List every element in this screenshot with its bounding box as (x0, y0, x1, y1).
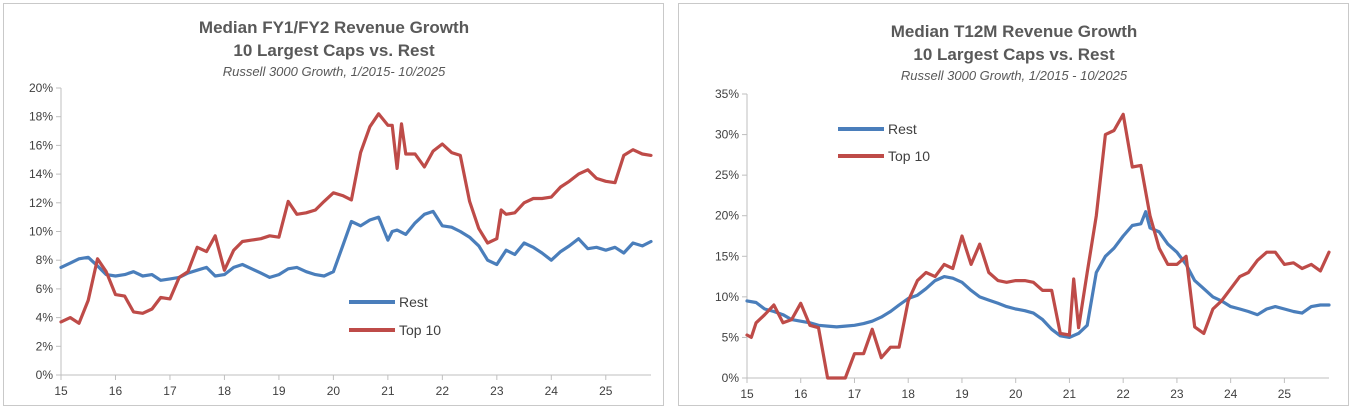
plot-area: 0% 2% 4% 6% 8% 10% 12% 14% 16% 18% 20% 15 16 17 18 19 20… (29, 81, 653, 398)
y-tick-label: 16% (29, 138, 53, 152)
legend-label-top10: Top 10 (888, 148, 930, 164)
legend-label-rest: Rest (888, 121, 917, 137)
x-tick-label: 21 (381, 384, 395, 398)
chart-title: Median T12M Revenue Growth (891, 22, 1138, 41)
x-tick-label: 17 (848, 387, 862, 401)
chart-fy1-fy2-svg: Median FY1/FY2 Revenue Growth 10 Largest… (29, 18, 653, 398)
chart-subtitle: Russell 3000 Growth, 1/2015 - 10/2025 (901, 68, 1128, 83)
x-tick-label: 25 (1278, 387, 1292, 401)
x-tick-label: 23 (1170, 387, 1184, 401)
series-line-rest (745, 210, 1331, 339)
chart-title-line2: 10 Largest Caps vs. Rest (913, 45, 1115, 64)
series-line-top10 (745, 112, 1331, 380)
x-tick-label: 19 (272, 384, 286, 398)
legend-label-rest: Rest (399, 294, 428, 310)
y-tick-label: 5% (722, 330, 740, 344)
series-line-rest (59, 209, 653, 282)
chart-panel-fy1-fy2: Median FY1/FY2 Revenue Growth 10 Largest… (3, 3, 664, 406)
x-tick-label: 21 (1063, 387, 1077, 401)
chart-title: Median FY1/FY2 Revenue Growth (199, 18, 469, 37)
plot-area: 0% 5% 10% 15% 20% 25% 30% 35% 15 16 17 18 19 20 21 22 23… (715, 87, 1331, 401)
chart-title-line2: 10 Largest Caps vs. Rest (233, 41, 435, 60)
x-tick-label: 22 (1116, 387, 1130, 401)
y-tick-label: 10% (715, 290, 739, 304)
chart-subtitle: Russell 3000 Growth, 1/2015- 10/2025 (223, 64, 446, 79)
series-line-top10 (59, 112, 653, 325)
legend: Rest Top 10 (838, 121, 930, 164)
y-tick-label: 14% (29, 167, 53, 181)
y-tick-label: 35% (715, 87, 739, 101)
y-tick-label: 20% (715, 209, 739, 223)
y-tick-label: 15% (715, 249, 739, 263)
x-tick-label: 24 (545, 384, 559, 398)
y-tick-label: 12% (29, 196, 53, 210)
x-tick-label: 22 (436, 384, 450, 398)
x-tick-label: 24 (1224, 387, 1238, 401)
legend-label-top10: Top 10 (399, 322, 441, 338)
x-tick-label: 18 (902, 387, 916, 401)
y-tick-label: 0% (36, 368, 54, 382)
y-tick-label: 10% (29, 225, 53, 239)
x-tick-label: 18 (218, 384, 232, 398)
y-tick-label: 20% (29, 81, 53, 95)
x-tick-label: 25 (599, 384, 613, 398)
x-tick-label: 20 (327, 384, 341, 398)
legend: Rest Top 10 (349, 294, 441, 338)
y-tick-label: 4% (36, 311, 54, 325)
y-tick-label: 2% (36, 339, 54, 353)
x-tick-label: 19 (955, 387, 969, 401)
x-tick-label: 16 (109, 384, 123, 398)
y-tick-label: 6% (36, 282, 54, 296)
x-tick-label: 17 (163, 384, 177, 398)
chart-t12m-svg: Median T12M Revenue Growth 10 Largest Ca… (715, 22, 1331, 401)
y-tick-label: 18% (29, 110, 53, 124)
x-tick-label: 15 (740, 387, 754, 401)
y-tick-label: 0% (722, 371, 740, 385)
y-tick-label: 8% (36, 253, 54, 267)
chart-panel-t12m: Median T12M Revenue Growth 10 Largest Ca… (678, 3, 1349, 406)
y-tick-label: 30% (715, 128, 739, 142)
x-tick-label: 23 (490, 384, 504, 398)
y-tick-label: 25% (715, 168, 739, 182)
x-tick-label: 16 (794, 387, 808, 401)
x-tick-label: 15 (54, 384, 68, 398)
x-tick-label: 20 (1009, 387, 1023, 401)
